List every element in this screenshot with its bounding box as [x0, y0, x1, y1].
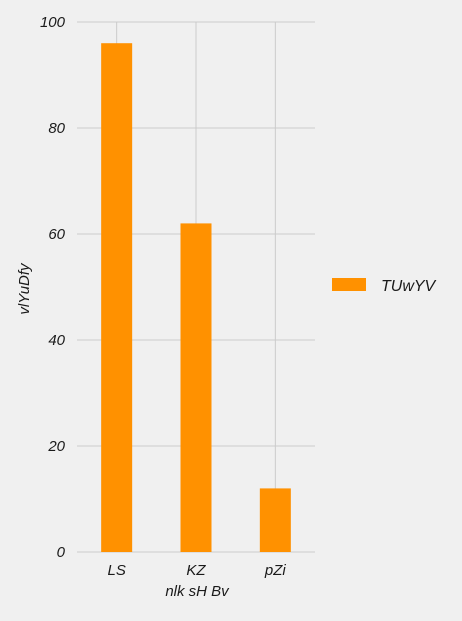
y-axis-ticks: 0 20 40 60 80 100	[40, 14, 66, 561]
y-tick-label: 20	[47, 438, 65, 455]
y-tick-label: 100	[40, 14, 66, 31]
legend-swatch	[332, 278, 366, 291]
bar-pZi	[259, 488, 291, 552]
y-tick-label: 40	[48, 332, 65, 349]
bar-KZ	[180, 223, 212, 552]
x-tick-label: LS	[107, 562, 125, 579]
x-tick-label: KZ	[186, 562, 206, 579]
x-axis-label: nlk sH Bv	[165, 583, 230, 600]
legend: TUwYV	[332, 278, 437, 295]
x-axis-ticks: LS KZ pZi	[107, 562, 286, 579]
legend-label: TUwYV	[381, 278, 437, 295]
bars	[101, 43, 291, 552]
y-axis-label: vlYuDfy	[16, 262, 33, 315]
y-tick-label: 0	[57, 544, 66, 561]
x-tick-label: pZi	[264, 562, 287, 579]
bar-LS	[101, 43, 133, 552]
y-tick-label: 80	[48, 120, 65, 137]
y-tick-label: 60	[48, 226, 65, 243]
